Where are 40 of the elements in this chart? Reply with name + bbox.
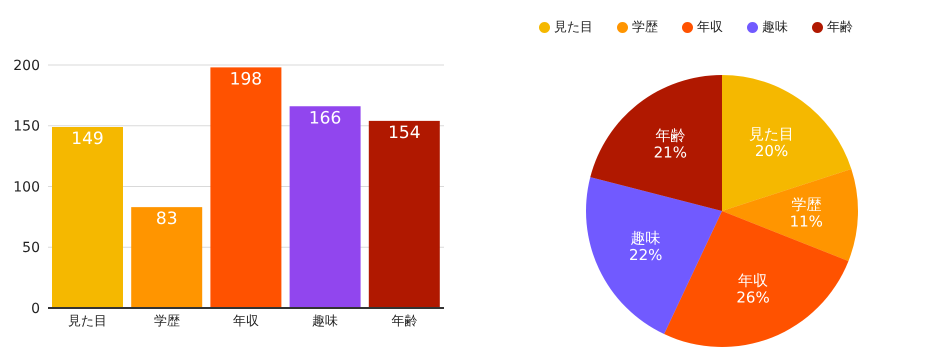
x-tick-label: 趣味 [312, 314, 338, 330]
y-tick-label: 150 [13, 118, 40, 135]
data-label: 21% [654, 143, 687, 162]
data-label: 166 [308, 108, 342, 128]
pie-slice [590, 75, 722, 211]
legend-label: 見た目 [554, 20, 593, 35]
data-label: 22% [629, 246, 662, 264]
legend-label: 年収 [697, 20, 723, 35]
y-tick-label: 200 [13, 58, 40, 74]
data-label: 149 [71, 129, 104, 150]
data-label: 198 [230, 70, 262, 90]
data-label: 83 [156, 209, 178, 230]
bar [368, 120, 440, 308]
x-tick-label: 学歴 [154, 314, 180, 330]
bar [131, 207, 202, 308]
x-tick-label: 年齢 [391, 314, 418, 330]
data-label: 20% [754, 142, 788, 160]
pie-slice [664, 211, 848, 347]
pie-slice [722, 168, 858, 262]
bar [210, 67, 282, 308]
data-label: 26% [736, 288, 770, 306]
slice-label: 見た目 [749, 124, 794, 143]
slice-label: 趣味 [630, 228, 661, 247]
legend-label: 趣味 [762, 20, 788, 35]
slice-label: 年齢 [655, 126, 686, 144]
pie-slice [722, 75, 852, 211]
legend-label: 年齢 [827, 20, 853, 35]
y-tick-label: 50 [22, 240, 40, 256]
y-tick-label: 0 [31, 300, 40, 317]
slice-label: 年収 [738, 271, 768, 290]
slice-label: 学歴 [791, 196, 822, 214]
y-tick-label: 100 [13, 179, 40, 196]
data-label: 11% [790, 212, 823, 231]
bar [52, 126, 123, 308]
legend-label: 学歴 [632, 20, 658, 35]
x-tick-label: 見た目 [68, 314, 108, 330]
data-label: 154 [388, 122, 421, 143]
pie-slice [586, 177, 722, 334]
bar [290, 106, 361, 308]
x-tick-label: 年収 [233, 314, 259, 330]
